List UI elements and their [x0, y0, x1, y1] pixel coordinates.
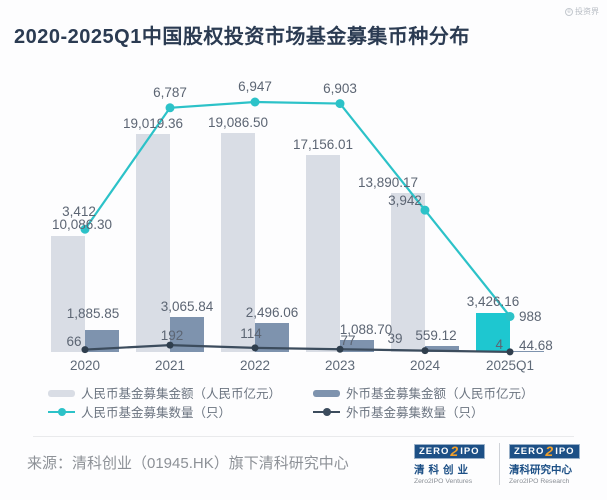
- zero2ipo-research-logo: ZERO 2 IPO 清科研究中心 Zero2IPO Research: [509, 443, 585, 485]
- fx-amount-bar-2025Q1: [510, 351, 544, 352]
- x-axis-label-2025Q1: 2025Q1: [485, 358, 535, 373]
- fx-amount-value-2021: 3,065.84: [160, 298, 214, 314]
- legend-label: 外币基金募集数量（只）: [346, 406, 484, 420]
- rmb-amount-value-2021: 19,019.36: [122, 115, 184, 131]
- rmb-amount-bar-2021: [136, 133, 170, 352]
- logo-cn-text: 清科创业: [414, 463, 472, 476]
- watermark-text: 投资界: [575, 7, 599, 16]
- fx-amount-bar-2020: [85, 330, 119, 352]
- footer-divider: [33, 436, 574, 437]
- fx-count-value-2024: 39: [387, 330, 403, 346]
- rmb-count-value-2025Q1: 988: [519, 309, 542, 325]
- rmb-amount-value-2025Q1: 3,426.16: [466, 293, 520, 309]
- watermark-logo-icon: e: [565, 7, 573, 16]
- x-axis-label-2022: 2022: [239, 358, 271, 373]
- legend: 人民币基金募集金额（人民币亿元） 外币基金募集金额（人民币亿元） 人民币基金募集…: [48, 383, 578, 421]
- logo-separator: [499, 443, 500, 485]
- fx-amount-bar-2024: [425, 345, 459, 352]
- rmb-amount-swatch-icon: [48, 387, 75, 399]
- logo-en-text: Zero2IPO Ventures: [414, 477, 473, 485]
- page-title: 2020-2025Q1中国股权投资市场基金募集币种分布: [14, 26, 470, 48]
- rmb-amount-bar-2023: [306, 155, 340, 352]
- rmb-amount-value-2022: 19,086.50: [207, 115, 269, 130]
- rmb-count-value-2020: 3,412: [62, 204, 96, 220]
- zero2ipo-badge-icon: ZERO 2 IPO: [414, 443, 485, 459]
- fx-amount-value-2024: 559.12: [415, 327, 457, 343]
- rmb-amount-bar-2020: [51, 236, 85, 352]
- rmb-amount-value-2024: 13,890.17: [357, 174, 419, 190]
- legend-item-fx-amount: 外币基金募集金额（人民币亿元）: [313, 383, 578, 402]
- fx-amount-value-2025Q1: 44.68: [519, 338, 553, 353]
- x-axis-label-2024: 2024: [409, 358, 441, 373]
- legend-item-rmb-count: 人民币基金募集数量（只）: [48, 402, 313, 421]
- footer-logos: ZERO 2 IPO 清科创业 Zero2IPO Ventures ZERO 2 IPO…: [414, 443, 585, 485]
- rmb-count-value-2023: 6,903: [323, 80, 357, 96]
- legend-item-rmb-amount: 人民币基金募集金额（人民币亿元）: [48, 383, 313, 402]
- fx-amount-value-2020: 1,885.85: [66, 306, 120, 322]
- fx-amount-value-2023: 1,088.70: [339, 321, 393, 337]
- rmb-count-value-2021: 6,787: [153, 84, 187, 100]
- zero2ipo-badge-icon: ZERO 2 IPO: [509, 443, 580, 459]
- zero2ipo-ventures-logo: ZERO 2 IPO 清科创业 Zero2IPO Ventures: [414, 443, 490, 485]
- watermark: e 投资界: [565, 6, 599, 17]
- logo-en-text: Zero2IPO Research: [509, 477, 570, 485]
- fx-count-value-2021: 192: [160, 328, 184, 344]
- rmb_count-point-2022: [250, 97, 260, 107]
- rmb-amount-bar-2025Q1: [476, 312, 510, 352]
- x-axis-label-2020: 2020: [69, 358, 101, 373]
- rmb-amount-value-2020: 10,086.30: [51, 217, 113, 233]
- logo-cn-text: 清科研究中心: [509, 463, 572, 476]
- rmb-count-value-2024: 3,942: [388, 193, 422, 209]
- legend-item-fx-count: 外币基金募集数量（只）: [313, 402, 578, 421]
- fx-count-swatch-icon: [313, 406, 340, 418]
- rmb-count-value-2022: 6,947: [238, 79, 272, 94]
- fx-count-value-2025Q1: 4: [495, 337, 503, 352]
- rmb-count-swatch-icon: [48, 406, 75, 418]
- legend-label: 人民币基金募集金额（人民币亿元）: [81, 387, 282, 401]
- legend-label: 外币基金募集金额（人民币亿元）: [346, 387, 534, 401]
- fx-count-value-2022: 114: [240, 325, 262, 341]
- x-axis-label-2021: 2021: [154, 358, 186, 373]
- fx-count-value-2020: 66: [66, 334, 82, 349]
- fx-amount-swatch-icon: [313, 387, 340, 399]
- fx-count-value-2023: 77: [340, 333, 356, 349]
- source-text: 来源：清科创业（01945.HK）旗下清科研究中心: [27, 455, 349, 472]
- legend-label: 人民币基金募集数量（只）: [81, 406, 232, 420]
- rmb-amount-value-2023: 17,156.01: [292, 137, 354, 153]
- rmb_count-point-2023: [335, 99, 345, 109]
- rmb_count-point-2021: [165, 103, 175, 113]
- x-axis-label-2023: 2023: [324, 358, 356, 373]
- fx-amount-value-2022: 2,496.06: [245, 305, 299, 321]
